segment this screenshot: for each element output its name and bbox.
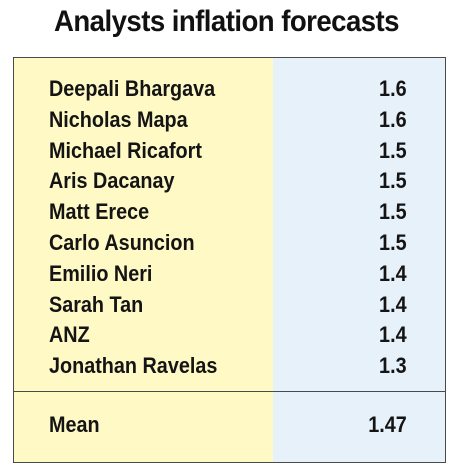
table-row: Nicholas Mapa 1.6	[14, 105, 445, 136]
forecast-value: 1.5	[379, 137, 407, 163]
value-column-background	[273, 58, 445, 462]
table-row: Emilio Neri 1.4	[14, 259, 445, 290]
forecast-value: 1.6	[379, 106, 407, 132]
forecast-value: 1.4	[379, 322, 407, 348]
forecast-table: Deepali Bhargava 1.6 Nicholas Mapa 1.6 Micha…	[13, 57, 446, 463]
name-column-background	[14, 58, 273, 462]
analyst-name: Carlo Asuncion	[49, 229, 195, 255]
table-row: Aris Dacanay 1.5	[14, 166, 445, 197]
table-row: Jonathan Ravelas 1.3	[14, 351, 445, 382]
analyst-name: Aris Dacanay	[49, 168, 175, 194]
mean-row: Mean 1.47	[14, 410, 445, 442]
forecast-value: 1.6	[379, 76, 407, 101]
mean-label: Mean	[49, 412, 100, 437]
analyst-name: Emilio Neri	[49, 260, 153, 286]
forecast-value: 1.5	[379, 168, 407, 194]
analyst-name: Jonathan Ravelas	[49, 353, 218, 379]
forecast-value: 1.5	[379, 229, 407, 255]
analyst-name: Matt Erece	[49, 199, 150, 225]
table-row: Sarah Tan 1.4	[14, 290, 445, 321]
chart-title: Analysts inflation forecasts	[53, 5, 400, 38]
table-row: Michael Ricafort 1.5	[14, 136, 445, 167]
table-row: ANZ 1.4	[14, 320, 445, 351]
forecast-value: 1.4	[379, 260, 407, 286]
table-row: Carlo Asuncion 1.5	[14, 228, 445, 259]
mean-divider	[14, 391, 445, 392]
forecast-value: 1.5	[379, 199, 407, 225]
table-row: Matt Erece 1.5	[14, 197, 445, 228]
analyst-name: Deepali Bhargava	[49, 76, 216, 101]
analyst-name: Sarah Tan	[49, 291, 144, 317]
forecast-rows: Deepali Bhargava 1.6 Nicholas Mapa 1.6 Micha…	[14, 74, 445, 382]
analyst-name: Nicholas Mapa	[49, 106, 188, 132]
table-row: Deepali Bhargava 1.6	[14, 74, 445, 105]
forecast-value: 1.3	[379, 353, 407, 379]
mean-value: 1.47	[368, 412, 407, 437]
forecast-value: 1.4	[379, 291, 407, 317]
analyst-name: ANZ	[49, 322, 90, 348]
analyst-name: Michael Ricafort	[49, 137, 202, 163]
